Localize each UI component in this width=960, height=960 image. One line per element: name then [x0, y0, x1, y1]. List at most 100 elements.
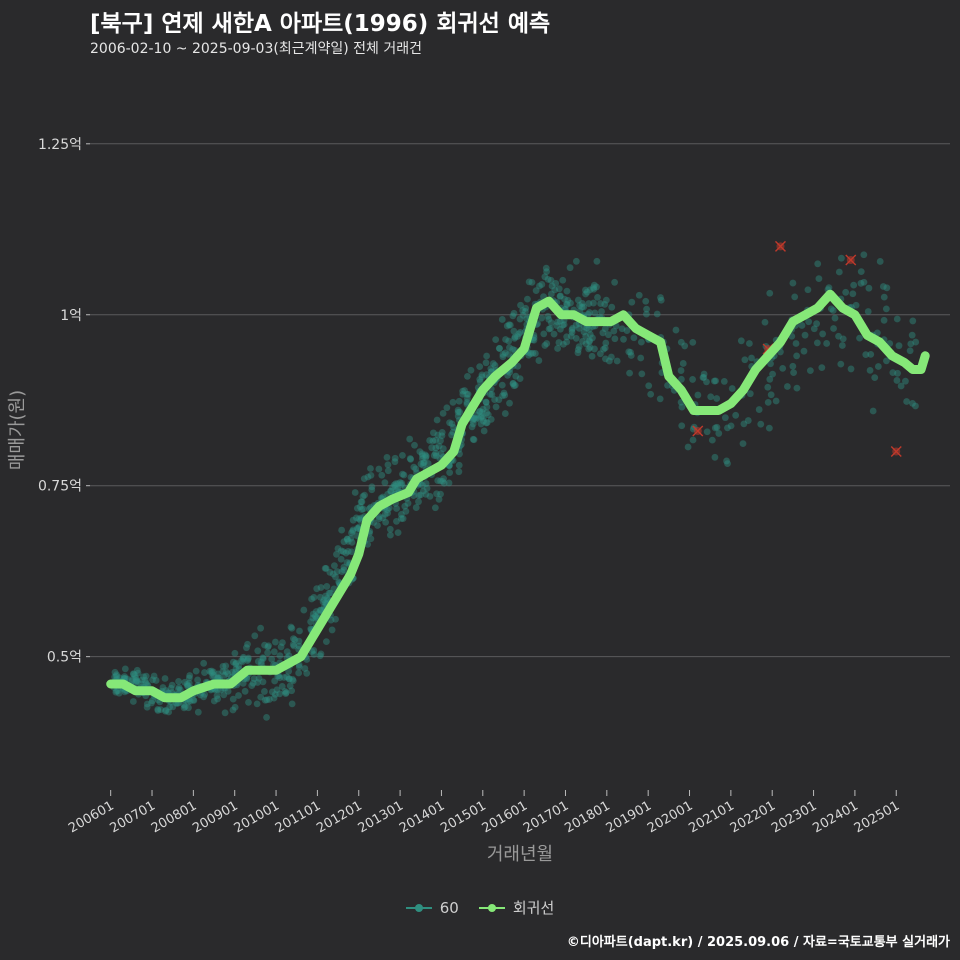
scatter-point [645, 382, 653, 390]
scatter-point [319, 598, 327, 606]
scatter-point [724, 424, 731, 432]
scatter-point [149, 676, 156, 684]
scatter-point [889, 369, 897, 376]
scatter-point [133, 666, 141, 674]
scatter-point [556, 325, 564, 333]
scatter-point [161, 675, 169, 682]
scatter-point [167, 684, 175, 692]
scatter-point [132, 677, 140, 685]
scatter-point [530, 336, 538, 344]
scatter-point [567, 299, 574, 307]
scatter-point [303, 669, 311, 677]
scatter-point [544, 312, 552, 320]
scatter-point [190, 696, 197, 704]
scatter-point [208, 669, 216, 677]
legend-item-60[interactable]: 60 [405, 897, 459, 918]
scatter-point [289, 676, 297, 683]
scatter-point [463, 399, 471, 406]
scatter-point [596, 350, 604, 358]
legend: 60 회귀선 [0, 897, 960, 918]
scatter-point [505, 350, 512, 358]
scatter-point [867, 350, 875, 358]
scatter-point [791, 293, 799, 301]
scatter-point [620, 335, 627, 343]
scatter-point [825, 284, 833, 292]
scatter-point [131, 671, 139, 679]
scatter-point [229, 658, 237, 666]
scatter-point [582, 290, 589, 298]
scatter-point [495, 345, 503, 352]
scatter-point [607, 353, 615, 361]
scatter-point [313, 585, 321, 593]
x-tick-label: 201301 [356, 798, 406, 836]
scatter-point [544, 275, 552, 283]
scatter-point [263, 713, 270, 721]
scatter-point [501, 349, 509, 357]
scatter-point [434, 431, 442, 439]
scatter-point [387, 487, 395, 495]
x-tick-label: 201401 [397, 798, 447, 836]
scatter-point [443, 404, 451, 412]
scatter-point [907, 340, 915, 348]
scatter-point [244, 655, 252, 663]
scatter-point [563, 301, 571, 308]
scatter-point [543, 268, 550, 276]
scatter-point [412, 465, 420, 473]
scatter-point [432, 449, 439, 457]
scatter-point [264, 643, 272, 651]
scatter-point [121, 673, 128, 680]
scatter-point [406, 455, 414, 462]
scatter-point [399, 515, 407, 522]
scatter-point [235, 662, 243, 670]
scatter-point [476, 407, 484, 415]
scatter-point [243, 644, 250, 652]
scatter-point [238, 657, 245, 664]
scatter-point [374, 522, 381, 529]
legend-item-regression[interactable]: 회귀선 [478, 897, 554, 918]
x-tick-label: 202001 [645, 798, 695, 836]
scatter-point [509, 312, 517, 320]
scatter-point [192, 667, 200, 675]
scatter-point [415, 498, 422, 506]
scatter-point [541, 273, 549, 281]
scatter-point [618, 325, 626, 333]
scatter-point [479, 405, 487, 413]
scatter-point [767, 360, 774, 368]
scatter-point [813, 320, 821, 328]
scatter-point [285, 675, 293, 683]
scatter-point [637, 354, 645, 362]
scatter-point [700, 370, 708, 378]
x-tick-label: 200701 [108, 798, 158, 836]
scatter-point [148, 699, 155, 707]
scatter-point [280, 674, 288, 681]
scatter-point [815, 275, 823, 283]
scatter-point [880, 316, 888, 324]
scatter-point [748, 354, 755, 362]
scatter-point [213, 692, 221, 700]
scatter-point [527, 350, 535, 357]
scatter-point [282, 690, 290, 698]
scatter-point [765, 424, 773, 432]
scatter-point [476, 363, 484, 371]
scatter-point [835, 268, 843, 276]
scatter-point [677, 367, 685, 374]
scatter-point [185, 704, 192, 712]
scatter-point [400, 471, 408, 479]
scatter-point [314, 610, 322, 618]
scatter-point [813, 339, 821, 347]
scatter-point [464, 372, 471, 380]
scatter-point [727, 422, 735, 430]
scatter-point [162, 687, 170, 694]
scatter-point [472, 415, 480, 423]
scatter-point [489, 360, 497, 367]
scatter-point [241, 687, 249, 695]
scatter-point [681, 342, 689, 350]
scatter-point [422, 454, 430, 461]
scatter-point [271, 677, 279, 685]
scatter-point [244, 657, 251, 665]
scatter-point [312, 608, 320, 615]
scatter-point [437, 490, 444, 498]
scatter-point [446, 419, 454, 427]
scatter-point [251, 632, 259, 640]
scatter-point [150, 672, 158, 680]
